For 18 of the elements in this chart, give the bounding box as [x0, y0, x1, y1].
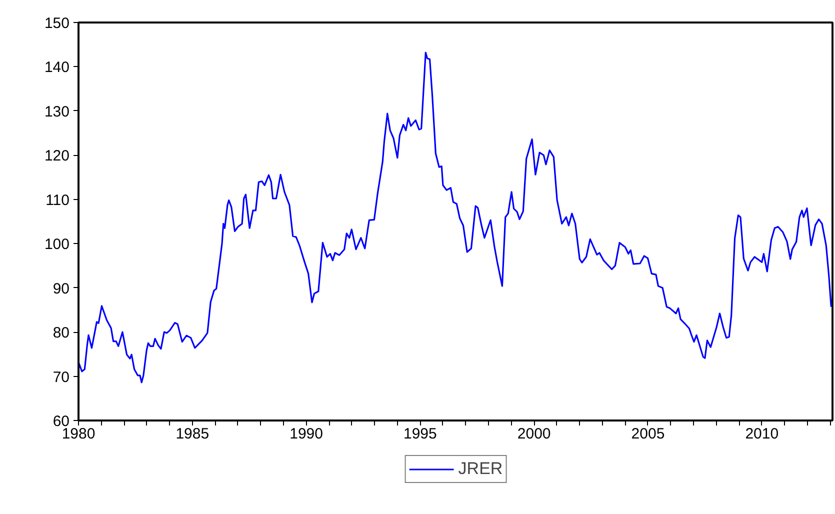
x-tick-label: 2005 — [631, 426, 665, 442]
x-tick-label: 1995 — [404, 426, 437, 442]
y-tick-label: 110 — [46, 192, 70, 209]
line-series — [78, 52, 832, 384]
y-tick-label: 140 — [44, 59, 70, 76]
legend-label: JRER — [458, 459, 503, 479]
y-tick-label: 80 — [52, 324, 70, 342]
y-tick-label: 130 — [44, 103, 70, 120]
y-tick-label: 100 — [44, 236, 70, 254]
y-tick-label: 90 — [52, 280, 70, 298]
x-tick-label: 1980 — [62, 426, 96, 442]
y-tick-label: 70 — [52, 368, 70, 386]
x-tick-label: 2000 — [517, 426, 551, 442]
x-tick-label: 2010 — [745, 426, 779, 442]
y-tick-label: 150 — [44, 15, 70, 32]
x-tick-label: 1990 — [290, 426, 323, 442]
y-tick-label: 120 — [44, 148, 70, 165]
x-tick-label: 1985 — [176, 426, 210, 442]
